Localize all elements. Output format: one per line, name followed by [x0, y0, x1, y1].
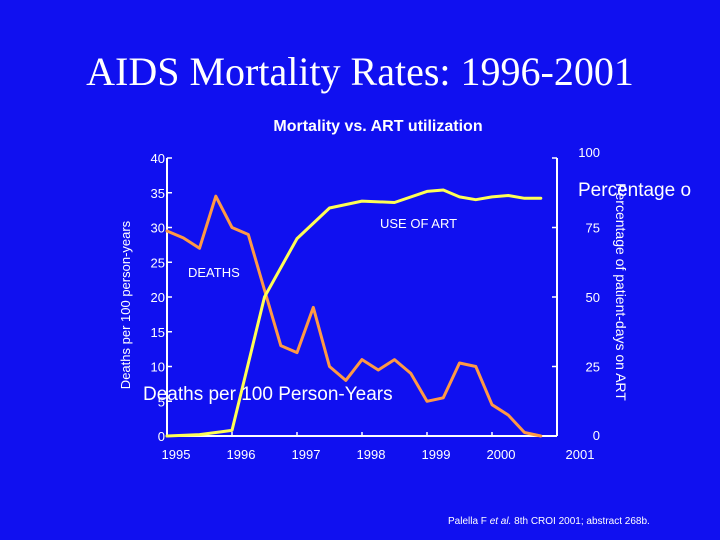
- chart-title: Mortality vs. ART utilization: [273, 118, 482, 135]
- citation-etal: et al.: [489, 516, 512, 527]
- x-tick-label: 1999: [422, 447, 451, 462]
- deaths-series-label: DEATHS: [188, 265, 240, 280]
- left-tick-label: 40: [151, 151, 165, 166]
- left-tick-label: 25: [151, 255, 165, 270]
- right-tick-label: 100: [578, 145, 600, 160]
- overlay-right-axis-label: Percentage o: [578, 180, 691, 201]
- left-tick-label: 30: [151, 221, 165, 236]
- right-axis-label: Percentage of patient-days on ART: [613, 183, 629, 401]
- plot-area: 0 5 10 15 20 25 30 35 40 0 25 50 75 100 1995 1996 1997 19…: [151, 145, 600, 462]
- overlay-left-axis-label: Deaths per 100 Person-Years: [143, 384, 393, 405]
- right-tick-label: 75: [586, 221, 600, 236]
- left-axis-label: Deaths per 100 person-years: [118, 220, 133, 389]
- x-tick-label: 1995: [162, 447, 191, 462]
- citation-source: 8th CROI 2001; abstract 268b.: [514, 516, 650, 527]
- right-tick-label: 50: [586, 290, 600, 305]
- left-tick-label: 0: [158, 429, 165, 444]
- x-tick-label: 1998: [357, 447, 386, 462]
- x-tick-label: 1996: [227, 447, 256, 462]
- deaths-line: [165, 194, 543, 438]
- x-tick-label: 1997: [292, 447, 321, 462]
- citation-author: Palella F: [448, 516, 487, 527]
- left-tick-label: 35: [151, 186, 165, 201]
- right-tick-label: 25: [586, 360, 600, 375]
- citation: Palella F et al. 8th CROI 2001; abstract…: [448, 516, 650, 527]
- left-tick-label: 5: [158, 394, 165, 409]
- x-tick-label: 2001: [566, 447, 595, 462]
- art-series-label: USE OF ART: [380, 216, 457, 231]
- left-tick-label: 15: [151, 325, 165, 340]
- slide-title: AIDS Mortality Rates: 1996-2001: [86, 49, 634, 94]
- use-of-art-line: [165, 188, 543, 438]
- left-tick-label: 10: [151, 360, 165, 375]
- left-tick-label: 20: [151, 290, 165, 305]
- x-tick-label: 2000: [487, 447, 516, 462]
- right-tick-label: 0: [593, 428, 600, 443]
